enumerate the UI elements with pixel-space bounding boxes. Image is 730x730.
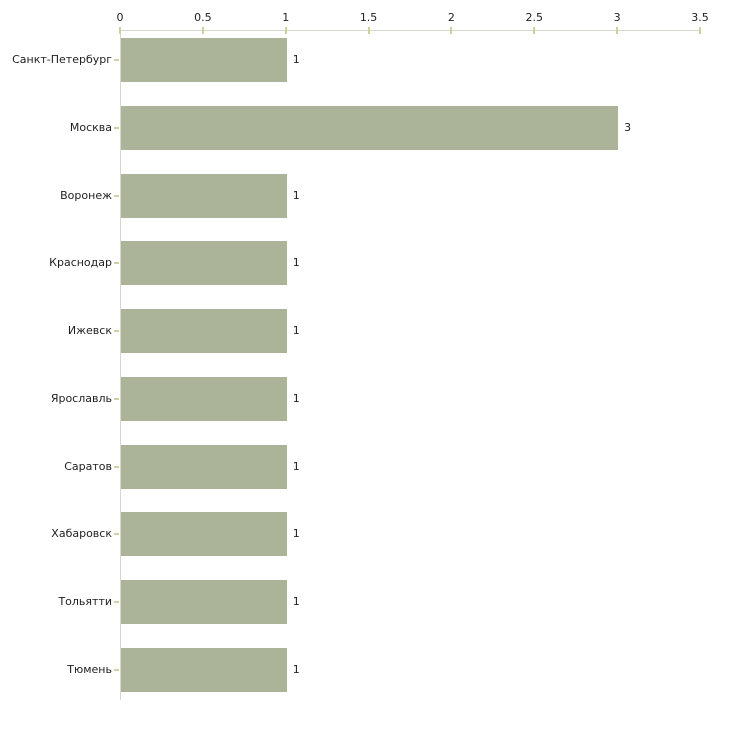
y-axis-label: Санкт-Петербург xyxy=(12,53,112,66)
y-tick-mark xyxy=(114,397,119,400)
bar-value-label: 1 xyxy=(292,391,300,405)
bar-value-label: 1 xyxy=(292,188,300,202)
bar-value-label: 1 xyxy=(292,256,300,270)
bar xyxy=(121,173,287,218)
bar xyxy=(121,309,287,354)
x-tick-mark xyxy=(533,27,536,34)
y-axis-label: Тюмень xyxy=(67,663,112,677)
y-tick-mark xyxy=(114,465,119,468)
x-tick-mark xyxy=(119,27,121,34)
x-tick-label: 1.5 xyxy=(359,11,378,24)
x-tick-label: 1 xyxy=(282,11,290,24)
y-tick-mark xyxy=(114,194,119,197)
y-tick-mark xyxy=(114,262,119,265)
bar xyxy=(121,512,287,557)
y-tick-mark xyxy=(114,669,119,672)
x-axis-line xyxy=(120,30,701,31)
y-axis-label: Ижевск xyxy=(67,324,112,338)
y-axis-line xyxy=(120,30,121,700)
x-tick-mark xyxy=(201,27,204,34)
y-tick-mark xyxy=(114,601,119,604)
bar-value-label: 1 xyxy=(292,663,300,677)
y-axis-label: Хабаровск xyxy=(51,527,112,541)
y-axis-label: Краснодар xyxy=(49,256,112,270)
x-tick-label: 2 xyxy=(447,11,455,24)
y-tick-mark xyxy=(114,533,119,536)
x-tick-mark xyxy=(616,27,619,34)
x-tick-label: 0.5 xyxy=(194,11,212,24)
bar xyxy=(121,648,287,693)
bar-value-label: 1 xyxy=(292,324,300,338)
y-tick-mark xyxy=(114,330,119,333)
bar-value-label: 1 xyxy=(292,459,300,473)
y-axis-label: Воронеж xyxy=(60,188,112,202)
bar-value-label: 1 xyxy=(292,53,300,66)
bar xyxy=(121,376,287,421)
bar-value-label: 1 xyxy=(292,527,300,541)
y-axis-label: Ярославль xyxy=(50,391,112,405)
x-tick-mark xyxy=(699,27,701,34)
bar xyxy=(121,38,287,82)
x-tick-label: 2.5 xyxy=(525,11,544,24)
y-axis-label: Саратов xyxy=(64,459,112,473)
bar-value-label: 3 xyxy=(624,120,632,134)
bar-value-label: 1 xyxy=(292,595,300,609)
y-tick-mark xyxy=(114,126,119,129)
y-axis-label: Тольятти xyxy=(58,595,112,609)
bar xyxy=(121,105,619,150)
x-tick-label: 3 xyxy=(613,11,621,24)
x-tick-label: 0 xyxy=(116,11,124,24)
y-tick-mark xyxy=(114,59,119,61)
x-tick-mark xyxy=(284,27,287,34)
x-tick-mark xyxy=(450,27,453,34)
y-axis-label: Москва xyxy=(69,120,112,134)
x-tick-mark xyxy=(367,27,370,34)
bar xyxy=(121,444,287,489)
bar xyxy=(121,580,287,625)
x-tick-label: 3.5 xyxy=(691,11,709,24)
bar xyxy=(121,241,287,286)
